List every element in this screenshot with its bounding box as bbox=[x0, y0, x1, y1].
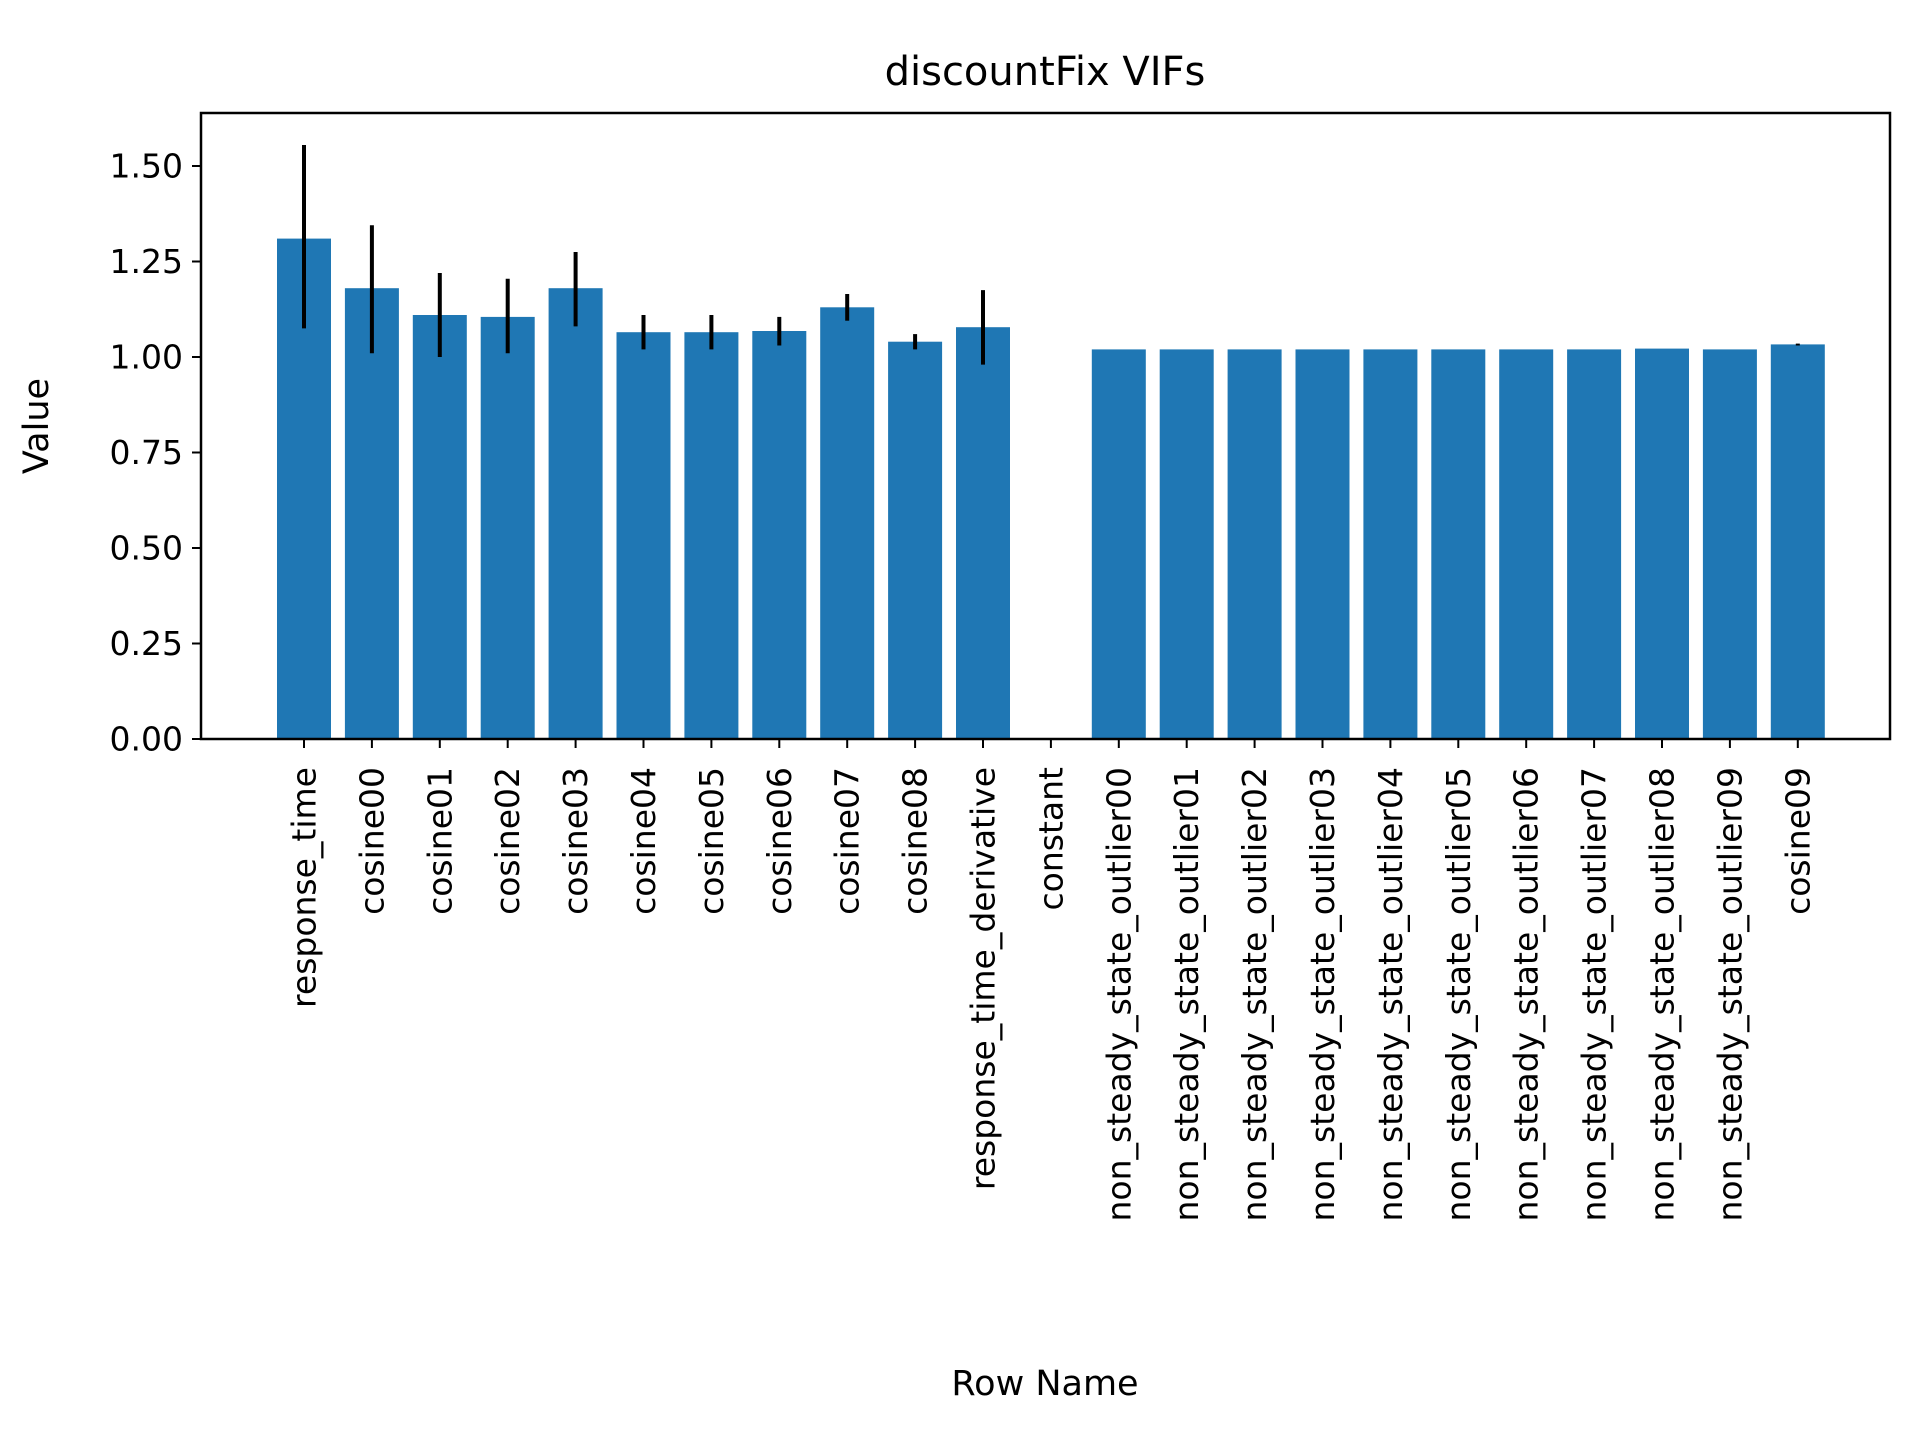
x-tick-label: response_time bbox=[285, 767, 324, 1008]
bar-cosine01 bbox=[412, 315, 467, 739]
bar-non_steady_state_outlier08 bbox=[1635, 348, 1689, 739]
x-tick-label: non_steady_state_outlier02 bbox=[1235, 767, 1274, 1222]
y-tick-label: 0.50 bbox=[110, 529, 183, 568]
bar-non_steady_state_outlier01 bbox=[1159, 349, 1214, 739]
chart-title: discountFix VIFs bbox=[885, 49, 1206, 95]
x-tick-label: non_steady_state_outlier07 bbox=[1575, 767, 1614, 1222]
x-tick-label: cosine05 bbox=[692, 767, 731, 915]
bar-cosine05 bbox=[684, 332, 739, 739]
bar-cosine08 bbox=[888, 341, 943, 739]
bar-non_steady_state_outlier03 bbox=[1295, 349, 1350, 739]
x-tick-label: cosine07 bbox=[828, 767, 867, 915]
plot-frame bbox=[199, 111, 1892, 741]
x-tick-label: constant bbox=[1031, 767, 1070, 911]
y-tick-label: 0.25 bbox=[110, 624, 183, 663]
x-tick-label: non_steady_state_outlier05 bbox=[1439, 767, 1478, 1222]
bar-cosine09 bbox=[1770, 344, 1825, 739]
x-axis-label: Row Name bbox=[951, 1364, 1138, 1404]
errorbars-group bbox=[302, 145, 1800, 365]
bars-group bbox=[277, 238, 1825, 739]
x-tick-label: cosine00 bbox=[352, 767, 391, 915]
y-tick-label: 0.75 bbox=[110, 433, 183, 472]
y-tick-label: 1.50 bbox=[110, 147, 183, 186]
bar-non_steady_state_outlier04 bbox=[1363, 349, 1418, 739]
y-axis-label: Value bbox=[17, 378, 57, 474]
x-tick-label: cosine09 bbox=[1778, 767, 1817, 915]
bar-cosine02 bbox=[480, 316, 535, 739]
y-tick-label: 0.00 bbox=[110, 720, 183, 759]
x-axis: response_time cosine00 cosine01 cosine02 cos… bbox=[285, 739, 1817, 1222]
x-tick-label: cosine02 bbox=[488, 767, 527, 915]
bar-non_steady_state_outlier09 bbox=[1702, 349, 1757, 739]
bar-cosine07 bbox=[820, 307, 875, 739]
x-tick-label: non_steady_state_outlier03 bbox=[1303, 767, 1342, 1222]
bar-non_steady_state_outlier00 bbox=[1091, 349, 1146, 739]
bar-non_steady_state_outlier05 bbox=[1431, 349, 1486, 739]
bar-non_steady_state_outlier07 bbox=[1567, 349, 1622, 739]
bar-non_steady_state_outlier02 bbox=[1227, 349, 1282, 739]
bar-non_steady_state_outlier06 bbox=[1499, 349, 1554, 739]
bar-cosine06 bbox=[752, 331, 807, 739]
y-axis: 0.00 0.25 0.50 0.75 1.00 1.25 1.50 bbox=[110, 147, 201, 759]
x-tick-label: non_steady_state_outlier00 bbox=[1099, 767, 1138, 1222]
x-tick-label: non_steady_state_outlier06 bbox=[1507, 767, 1546, 1222]
x-tick-label: cosine08 bbox=[896, 767, 935, 915]
y-tick-label: 1.25 bbox=[110, 242, 183, 281]
x-tick-label: non_steady_state_outlier08 bbox=[1643, 767, 1682, 1222]
x-tick-label: cosine04 bbox=[624, 767, 663, 915]
bar-response_time_derivative bbox=[956, 327, 1010, 739]
bar-cosine03 bbox=[548, 288, 603, 739]
x-tick-label: cosine01 bbox=[420, 767, 459, 915]
bar-cosine04 bbox=[616, 332, 671, 739]
y-tick-label: 1.00 bbox=[110, 338, 183, 377]
x-tick-label: cosine03 bbox=[556, 767, 595, 915]
x-tick-label: non_steady_state_outlier01 bbox=[1167, 767, 1206, 1222]
x-tick-label: non_steady_state_outlier09 bbox=[1710, 767, 1749, 1222]
x-tick-label: cosine06 bbox=[760, 767, 799, 915]
x-tick-label: response_time_derivative bbox=[964, 767, 1003, 1190]
bar-cosine00 bbox=[344, 288, 399, 739]
x-tick-label: non_steady_state_outlier04 bbox=[1371, 767, 1410, 1222]
